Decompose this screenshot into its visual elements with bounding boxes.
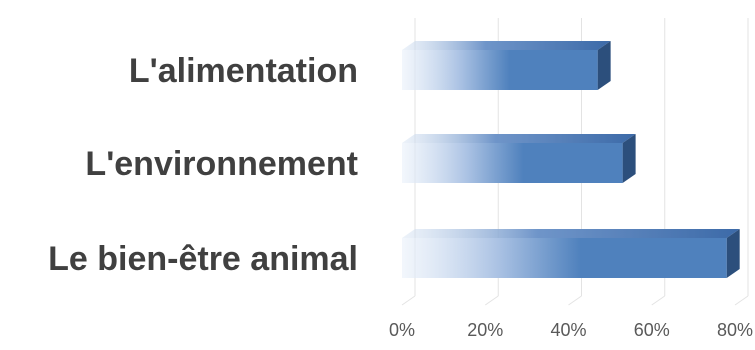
tick-label-layer: 0% 20% 40% 60% 80% bbox=[389, 320, 753, 340]
gridline-floor-3 bbox=[651, 295, 666, 306]
category-label-2: Le bien-être animal bbox=[48, 240, 358, 278]
gridline-floor-1 bbox=[484, 295, 499, 306]
x-tick-label-1: 20% bbox=[467, 320, 503, 340]
category-label-1: L'environnement bbox=[85, 145, 358, 183]
bar-top-face bbox=[402, 134, 636, 143]
gridline-floor-4 bbox=[734, 295, 749, 306]
x-tick-label-3: 60% bbox=[634, 320, 670, 340]
x-tick-label-4: 80% bbox=[717, 320, 753, 340]
bar-side-face bbox=[726, 229, 740, 278]
bar-0 bbox=[402, 41, 611, 90]
category-label-layer: L'alimentation L'environnement Le bien-êtr… bbox=[48, 52, 358, 278]
bar-2 bbox=[402, 229, 740, 278]
bar-layer bbox=[402, 41, 740, 278]
bar-1 bbox=[402, 134, 636, 183]
bar-side-face bbox=[622, 134, 636, 183]
bar-front-face bbox=[402, 143, 623, 183]
bar-front-face bbox=[402, 50, 598, 90]
bar-front-face bbox=[402, 238, 727, 278]
bar-top-face bbox=[402, 41, 611, 50]
bar-side-face bbox=[597, 41, 611, 90]
x-tick-label-0: 0% bbox=[389, 320, 415, 340]
x-tick-label-2: 40% bbox=[550, 320, 586, 340]
gridline-floor-2 bbox=[568, 295, 582, 306]
gridline-floor-0 bbox=[401, 295, 416, 306]
bar-top-face bbox=[402, 229, 740, 238]
category-label-0: L'alimentation bbox=[129, 52, 358, 90]
